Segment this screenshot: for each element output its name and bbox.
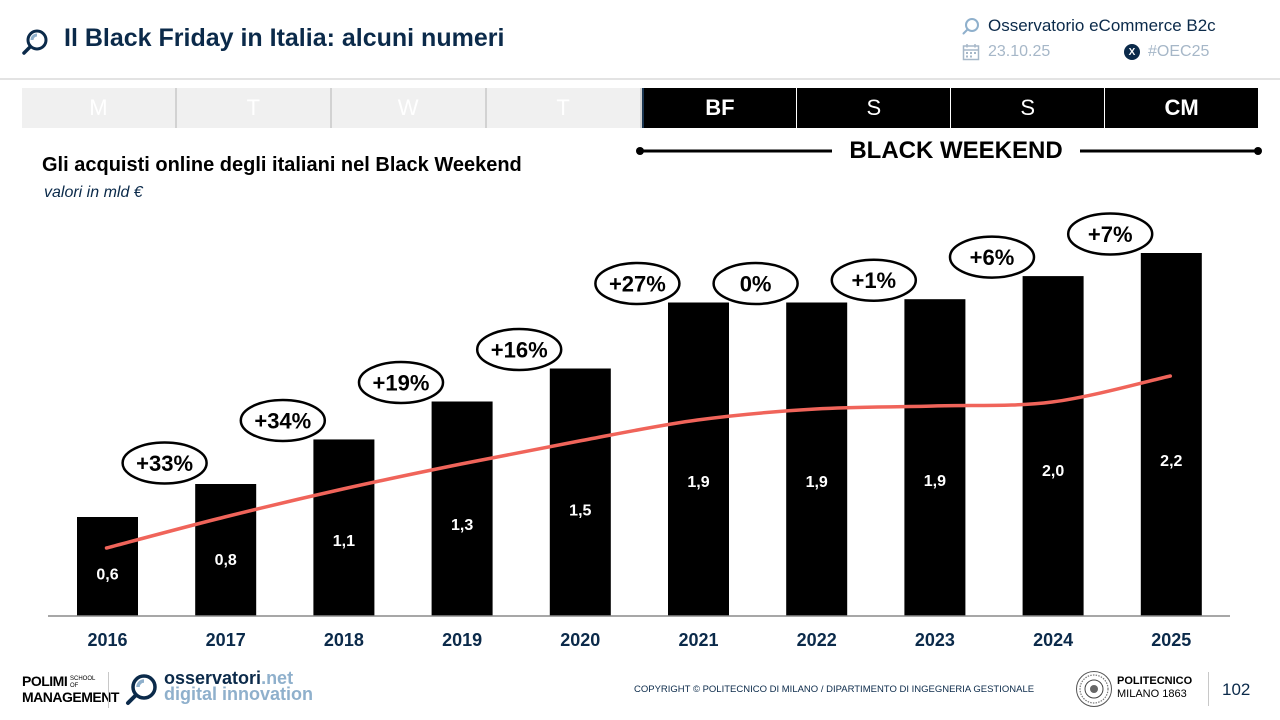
year-tick-label: 2021 — [678, 630, 718, 650]
header: Il Black Friday in Italia: alcuni numeri… — [0, 0, 1280, 80]
day-cell: M — [22, 88, 177, 128]
bar — [668, 302, 729, 616]
day-cell: BF — [641, 88, 798, 128]
year-tick-label: 2020 — [560, 630, 600, 650]
growth-ellipse — [830, 258, 918, 302]
school-of-label: SCHOOL OF — [70, 676, 96, 689]
day-cell: T — [486, 88, 642, 128]
polimi-management-logo: POLIMI MANAGEMENT — [22, 673, 119, 705]
footer: POLIMI MANAGEMENT SCHOOL OF osservatori.… — [0, 664, 1280, 720]
bar — [786, 302, 848, 616]
trend-line — [104, 374, 1173, 550]
growth-label: +6% — [970, 245, 1015, 270]
bar-value-label: 2,2 — [1160, 453, 1182, 470]
polimi-city: MILANO 1863 — [1117, 688, 1187, 700]
year-tick-label: 2025 — [1151, 630, 1191, 650]
growth-ellipse — [594, 261, 681, 306]
page-number: 102 — [1222, 680, 1251, 699]
bar — [77, 517, 138, 616]
school-logo-top: POLIMI — [22, 673, 68, 689]
growth-ellipse — [1066, 212, 1154, 256]
bar-value-label: 2,0 — [1042, 463, 1064, 480]
bar — [549, 368, 611, 616]
magnifier-icon — [962, 18, 979, 35]
hashtag-label[interactable]: X #OEC25 — [1124, 43, 1209, 61]
page-title: Il Black Friday in Italia: alcuni numeri — [64, 24, 505, 52]
bar — [904, 299, 966, 616]
day-cell: W — [331, 88, 487, 128]
date-label: 23.10.25 — [962, 43, 1050, 61]
osservatori-magnifier-icon — [126, 674, 157, 705]
calendar-icon — [962, 44, 980, 61]
growth-label: +16% — [491, 338, 548, 363]
bar-value-label: 1,9 — [687, 474, 709, 491]
bar-value-label: 1,3 — [451, 517, 473, 534]
osservatori-main: osservatori — [164, 668, 262, 688]
day-cell: CM — [1105, 88, 1258, 128]
footer-divider — [108, 672, 109, 708]
day-cell: S — [797, 88, 952, 128]
event-date: 23.10.25 — [988, 43, 1051, 60]
x-social-icon[interactable]: X — [1124, 44, 1140, 60]
bar-value-label: 0,6 — [96, 566, 118, 583]
school-logo-bottom: MANAGEMENT — [22, 689, 119, 705]
day-cell: T — [176, 88, 332, 128]
growth-label: +19% — [373, 371, 430, 396]
copyright-text: COPYRIGHT © POLITECNICO DI MILANO / DIPA… — [634, 684, 1035, 695]
osservatori-brand: osservatori.net — [164, 668, 294, 688]
growth-label: +27% — [609, 272, 666, 297]
chart-subtitle: valori in mld € — [44, 184, 143, 201]
week-days-bar: M T W T BF S S CM — [22, 88, 1258, 128]
bar-value-label: 1,5 — [569, 503, 591, 520]
polimi-name: POLITECNICO — [1117, 675, 1193, 687]
year-tick-label: 2024 — [1033, 630, 1073, 650]
observatory-name: Osservatorio eCommerce B2c — [988, 16, 1216, 35]
bar — [1140, 253, 1202, 616]
growth-ellipse — [357, 360, 445, 405]
growth-ellipse — [239, 398, 327, 443]
black-weekend-label: BLACK WEEKEND — [832, 137, 1080, 165]
bar-value-label: 1,1 — [333, 533, 355, 550]
year-tick-label: 2017 — [206, 630, 246, 650]
bar — [313, 439, 375, 616]
osservatori-subtitle: digital innovation — [164, 684, 313, 704]
year-tick-label: 2019 — [442, 630, 482, 650]
growth-label: +33% — [136, 451, 193, 476]
chart-title: Gli acquisti online degli italiani nel B… — [42, 154, 522, 176]
growth-label: 0% — [740, 272, 772, 297]
hashtag-text[interactable]: #OEC25 — [1148, 43, 1210, 60]
growth-label: +7% — [1088, 222, 1133, 247]
year-tick-label: 2018 — [324, 630, 364, 650]
observatory-label: Osservatorio eCommerce B2c — [962, 16, 1216, 36]
bar — [431, 401, 493, 616]
growth-ellipse — [121, 441, 208, 485]
growth-ellipse — [475, 327, 563, 372]
magnifier-logo-icon — [22, 29, 48, 55]
bar-value-label: 0,8 — [215, 552, 237, 569]
growth-label: +1% — [851, 268, 896, 293]
footer-divider-right — [1208, 672, 1209, 706]
growth-ellipse — [948, 235, 1036, 279]
year-tick-label: 2023 — [915, 630, 955, 650]
black-weekend-span: BLACK WEEKEND — [636, 137, 1262, 165]
bar-value-label: 1,9 — [806, 474, 828, 491]
growth-ellipse — [712, 261, 799, 306]
bar — [1022, 276, 1084, 616]
growth-label: +34% — [254, 408, 311, 433]
polimi-seal-icon — [1076, 671, 1112, 707]
bar — [195, 484, 257, 616]
osservatori-tld: .net — [261, 668, 294, 688]
year-tick-label: 2016 — [87, 630, 127, 650]
year-tick-label: 2022 — [797, 630, 837, 650]
bar-value-label: 1,9 — [924, 473, 946, 490]
day-cell: S — [951, 88, 1106, 128]
